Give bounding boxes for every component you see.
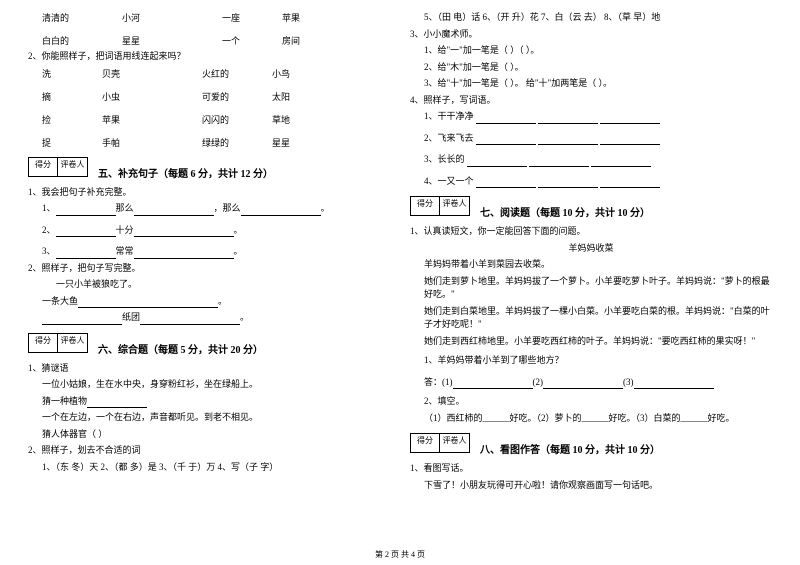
word: 洗: [42, 67, 102, 80]
q4-2: 2、飞来飞去: [410, 132, 772, 146]
score-cell: 得分: [410, 433, 440, 453]
text: 1、干干净净: [424, 111, 474, 121]
story-p: 羊妈妈带着小羊到菜园去收菜。: [410, 258, 772, 272]
text: 答：(1): [424, 377, 453, 387]
word: 一座: [222, 11, 282, 24]
fill-line: 3、常常。: [28, 245, 390, 259]
text: 常常: [116, 246, 134, 256]
q7-q1: 1、羊妈妈带着小羊到了哪些地方？: [410, 354, 772, 368]
q8-1a: 下雪了！小朋友玩得可开心啦！请你观察画面写一句话吧。: [410, 479, 772, 493]
section-5-title: 五、补充句子（每题 6 分，共计 12 分）: [98, 165, 390, 180]
word: 星星: [122, 34, 222, 47]
hint: 猜一种植物: [28, 395, 390, 409]
word: 房间: [282, 34, 300, 47]
q4-3: 3、长长的: [410, 153, 772, 167]
word-grid-1: 清清的 小河 一座 苹果 白白的 星星 一个 房间: [28, 11, 390, 47]
word: 白白的: [42, 34, 122, 47]
word: 星星: [272, 136, 290, 149]
word: 一个: [222, 34, 282, 47]
q8-1: 1、看图写话。: [410, 462, 772, 476]
word: 草地: [272, 113, 290, 126]
score-cell: 得分: [28, 157, 58, 177]
text: 十分: [116, 225, 134, 235]
right-column: 5、（田 电）话 6、（开 升）花 7、白（云 去） 8、（草 早）地 3、小小…: [400, 8, 782, 545]
text: 那么: [116, 203, 134, 213]
section-8-title: 八、看图作答（每题 10 分，共计 10 分）: [480, 441, 772, 456]
word: 小虫: [102, 90, 202, 103]
q4-1: 1、干干净净: [410, 110, 772, 124]
text: 那么: [223, 203, 241, 213]
score-cell: 得分: [410, 196, 440, 216]
word-grid-2: 洗 贝壳 火红的 小鸟 摘 小虫 可爱的 太阳 捡 苹果 闪闪的 草地 捉 手帕…: [28, 67, 390, 149]
score-cell: 评卷人: [58, 333, 88, 353]
section-7-title: 七、阅读题（每题 10 分，共计 10 分）: [480, 204, 772, 219]
example: 一只小羊被狼吃了。: [28, 278, 390, 292]
score-cell: 评卷人: [440, 433, 470, 453]
word: 闪闪的: [202, 113, 272, 126]
fill-line: 纸团。: [28, 311, 390, 325]
word: 绿绿的: [202, 136, 272, 149]
q6-2: 2、照样子，划去不合适的词: [28, 444, 390, 458]
word: 可爱的: [202, 90, 272, 103]
word: 捉: [42, 136, 102, 149]
q6-2a: 1、（东 冬）天 2、（都 多）是 3、（千 于）万 4、写（子 字）: [28, 461, 390, 475]
word: 小河: [122, 11, 222, 24]
riddle: 一个在左边，一个在右边，声音都听见。到老不相见。: [28, 411, 390, 425]
word: 贝壳: [102, 67, 202, 80]
answer-line: 答：(1)(2)(3): [410, 376, 772, 390]
text: 猜人体器官: [42, 429, 87, 439]
word: 捡: [42, 113, 102, 126]
fill-line: 一条大鱼。: [28, 295, 390, 309]
page-footer: 第 2 页 共 4 页: [0, 549, 800, 560]
q4-title: 4、照样子，写词语。: [410, 94, 772, 108]
word: 太阳: [272, 90, 290, 103]
riddle: 一位小姑娘，生在水中央，身穿粉红衫，坐在绿船上。: [28, 378, 390, 392]
text: 4、一又一个: [424, 176, 474, 186]
story-p: 她们走到萝卜地里。羊妈妈拔了一个萝卜。小羊要吃萝卜叶子。羊妈妈说："萝卜的根最好…: [410, 275, 772, 302]
hint: 猜人体器官（ ）: [28, 428, 390, 442]
word: 摘: [42, 90, 102, 103]
q3-2: 2、给"木"加一笔是（ ）。: [410, 61, 772, 75]
score-cell: 评卷人: [440, 196, 470, 216]
word: 手帕: [102, 136, 202, 149]
score-cell: 评卷人: [58, 157, 88, 177]
left-column: 清清的 小河 一座 苹果 白白的 星星 一个 房间 2、你能照样子，把词语用线连…: [18, 8, 400, 545]
story-p: 她们走到白菜地里。羊妈妈拔了一棵小白菜。小羊要吃白菜的根。羊妈妈说："白菜的叶子…: [410, 305, 772, 332]
q5-1: 1、我会把句子补充完整。: [28, 186, 390, 200]
text: 纸团: [122, 312, 140, 322]
q3-3: 3、给"十"加一笔是（ ）。 给"十"加两笔是（ ）。: [410, 77, 772, 91]
word: 苹果: [102, 113, 202, 126]
text: 一条大鱼: [42, 296, 78, 306]
page-container: 清清的 小河 一座 苹果 白白的 星星 一个 房间 2、你能照样子，把词语用线连…: [0, 0, 800, 545]
q7-q2: 2、填空。: [410, 395, 772, 409]
q3-title: 3、小小魔术师。: [410, 28, 772, 42]
fill-line: 2、十分。: [28, 224, 390, 238]
text: 3、长长的: [424, 154, 465, 164]
q7-q2a: （1）西红柿的______好吃。（2）萝卜的______好吃。（3）白菜的___…: [410, 412, 772, 426]
q2-title: 2、你能照样子，把词语用线连起来吗？: [28, 50, 390, 64]
q3-1: 1、给"一"加一笔是（ ）（ ）。: [410, 44, 772, 58]
q6-1: 1、猜谜语: [28, 362, 390, 376]
section-6-title: 六、综合题（每题 5 分，共计 20 分）: [98, 341, 390, 356]
fill-line: 1、那么，那么。: [28, 202, 390, 216]
word: 清清的: [42, 11, 122, 24]
q5-2: 2、照样子，把句子写完整。: [28, 262, 390, 276]
top-line: 5、（田 电）话 6、（开 升）花 7、白（云 去） 8、（草 早）地: [410, 11, 772, 25]
word: 火红的: [202, 67, 272, 80]
score-cell: 得分: [28, 333, 58, 353]
q7-1: 1、认真读短文，你一定能回答下面的问题。: [410, 225, 772, 239]
word: 小鸟: [272, 67, 290, 80]
q4-4: 4、一又一个: [410, 175, 772, 189]
word: 苹果: [282, 11, 300, 24]
story-p: 她们走到西红柿地里。小羊要吃西红柿的叶子。羊妈妈说："要吃西红柿的果实呀！": [410, 335, 772, 349]
text: 猜一种植物: [42, 396, 87, 406]
text: 2、飞来飞去: [424, 133, 474, 143]
story-title: 羊妈妈收菜: [410, 242, 772, 256]
